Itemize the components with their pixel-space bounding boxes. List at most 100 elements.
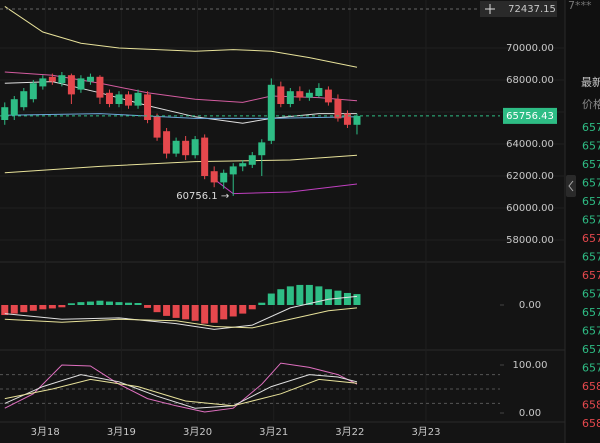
candle-body <box>172 140 180 154</box>
candle-body <box>67 75 75 95</box>
histogram-bar <box>353 294 361 305</box>
y-tick-label: 70000.00 <box>506 43 554 54</box>
y-tick-label: 100.00 <box>513 360 548 371</box>
last-price-box <box>503 107 557 124</box>
side-row: 657 <box>582 288 600 301</box>
side-top: 7*** <box>568 0 592 12</box>
y-tick-label: 0.00 <box>519 300 541 311</box>
x-tick-label: 3月19 <box>107 426 136 438</box>
histogram-bar <box>115 302 123 305</box>
candle-body <box>48 76 56 82</box>
histogram-bar <box>267 293 275 305</box>
candle-body <box>296 91 304 98</box>
indicator-line <box>4 295 358 330</box>
histogram-bar <box>10 305 18 314</box>
histogram-bar <box>191 305 199 321</box>
y-tick-label: 58000.00 <box>506 235 554 246</box>
candle-body <box>153 116 161 138</box>
candle-body <box>353 115 361 125</box>
candle-body <box>86 76 94 82</box>
candle-body <box>182 140 190 156</box>
histogram-bar <box>229 305 237 317</box>
side-row: 657 <box>582 195 600 208</box>
candle-body <box>58 75 66 84</box>
candle-body <box>115 94 123 104</box>
histogram-bar <box>20 305 28 313</box>
candle-body <box>20 91 28 108</box>
histogram-bar <box>277 289 285 305</box>
side-panel <box>565 0 600 443</box>
candle-body <box>39 78 47 87</box>
candle-body <box>144 94 152 120</box>
side-row: 658 <box>582 399 600 412</box>
histogram-bar <box>153 305 161 313</box>
candle-body <box>334 99 342 119</box>
x-tick-label: 3月23 <box>411 426 440 438</box>
histogram-bar <box>105 301 113 305</box>
histogram-bar <box>125 302 133 305</box>
histogram-bar <box>29 305 37 311</box>
histogram-bar <box>39 305 47 310</box>
histogram-bar <box>248 305 256 310</box>
histogram-bar <box>220 305 228 320</box>
candle-body <box>125 94 133 106</box>
candle-body <box>96 76 104 98</box>
candle-body <box>248 155 256 165</box>
histogram-bar <box>343 292 351 305</box>
indicator-line <box>4 374 358 409</box>
candle-body <box>286 91 294 104</box>
histogram-bar <box>172 305 180 318</box>
side-row: 657 <box>582 251 600 264</box>
side-row: 657 <box>582 214 600 227</box>
indicator-line <box>4 154 358 174</box>
side-row: 657 <box>582 121 600 134</box>
x-tick-label: 3月22 <box>335 426 364 438</box>
candle-body <box>324 89 332 103</box>
histogram-bar <box>163 305 171 316</box>
histogram-bar <box>286 286 294 305</box>
candle-body <box>201 137 209 176</box>
histogram-bar <box>315 286 323 305</box>
x-tick-label: 3月20 <box>183 426 212 438</box>
candle-body <box>229 166 237 175</box>
histogram-bar <box>96 300 104 305</box>
marker-label: 72437.15 <box>508 4 556 15</box>
y-tick-label: 64000.00 <box>506 139 554 150</box>
histogram-bar <box>67 303 75 305</box>
candle-body <box>239 163 247 167</box>
y-tick-label: 62000.00 <box>506 171 554 182</box>
side-row: 657 <box>582 232 600 245</box>
indicator-line <box>4 362 358 413</box>
indicator-line <box>4 307 358 329</box>
indicator-line <box>4 113 358 119</box>
side-subheader: 价格 <box>582 97 600 111</box>
histogram-bar <box>58 305 66 308</box>
histogram-bar <box>296 284 304 305</box>
side-row: 658 <box>582 380 600 393</box>
candle-body <box>134 92 142 106</box>
candle-body <box>267 84 275 141</box>
side-row: 657 <box>582 158 600 171</box>
candle-body <box>1 107 9 120</box>
side-row: 658 <box>582 417 600 430</box>
collapse-button[interactable] <box>566 175 576 197</box>
crosshair-icon <box>485 4 495 15</box>
candle-body <box>163 131 171 154</box>
annotation: 60756.1 → <box>176 191 229 202</box>
y-tick-label: 0.00 <box>519 408 541 419</box>
side-header: 最新 <box>581 75 600 89</box>
side-row: 657 <box>582 177 600 190</box>
last-price-label: 65756.43 <box>506 111 554 122</box>
y-tick-label: 60000.00 <box>506 203 554 214</box>
candle-body <box>220 172 228 183</box>
histogram-bar <box>86 301 94 305</box>
indicator-line <box>4 5 358 68</box>
histogram-bar <box>144 305 152 308</box>
candle-body <box>305 92 313 98</box>
y-tick-label: 68000.00 <box>506 75 554 86</box>
x-tick-label: 3月21 <box>259 426 288 438</box>
x-tick-label: 3月18 <box>31 426 60 438</box>
histogram-bar <box>77 302 85 305</box>
candle-body <box>191 139 199 156</box>
candle-body <box>315 88 323 96</box>
